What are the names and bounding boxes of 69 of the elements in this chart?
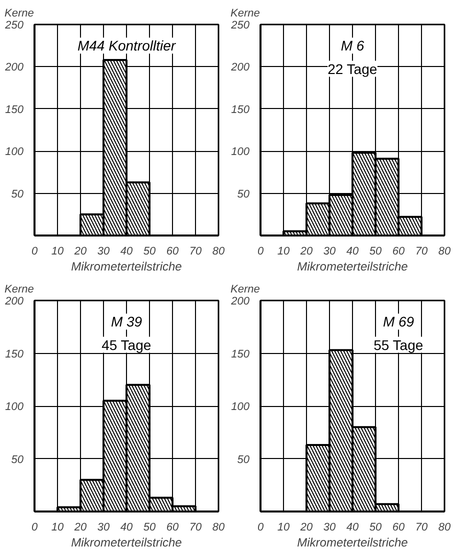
x-tick-label: 50 (143, 246, 156, 258)
y-axis-title: Kerne (230, 284, 260, 296)
y-tick-label: 50 (237, 454, 250, 466)
x-tick-label: 10 (51, 246, 64, 258)
x-tick-label: 10 (51, 522, 64, 534)
x-tick-label: 20 (73, 246, 88, 258)
y-tick-label: 50 (237, 188, 250, 200)
text: 45 Tage (102, 336, 152, 353)
x-tick-label: 0 (31, 522, 38, 534)
y-tick-label: 200 (4, 62, 24, 74)
x-tick-label: 70 (189, 522, 202, 534)
x-tick-label: 30 (323, 522, 336, 534)
x-tick-label: 80 (212, 246, 226, 258)
x-tick-label: 60 (166, 246, 180, 258)
x-tick-label: 40 (346, 246, 360, 258)
x-tick-label: 60 (166, 522, 180, 534)
y-tick-label: 50 (11, 454, 24, 466)
x-tick-label: 60 (392, 522, 406, 534)
x-tick-label: 70 (189, 246, 202, 258)
text: M44 Kontrolltier (77, 38, 177, 54)
y-tick-label: 150 (5, 348, 24, 360)
x-tick-label: 70 (415, 246, 428, 258)
x-tick-label: 10 (277, 522, 290, 534)
y-axis-title: Kerne (230, 8, 260, 20)
x-axis-title: Mikrometerteilstriche (71, 536, 182, 550)
x-axis-title: Mikrometerteilstriche (297, 260, 408, 274)
x-tick-label: 40 (120, 522, 134, 534)
text: M 39 (110, 314, 142, 330)
x-axis-title: Mikrometerteilstriche (297, 536, 408, 550)
x-tick-label: 0 (257, 246, 264, 258)
x-tick-label: 10 (277, 246, 290, 258)
y-tick-label: 150 (5, 104, 24, 116)
text: 55 Tage (374, 336, 424, 353)
x-tick-label: 0 (31, 246, 38, 258)
y-tick-label: 100 (5, 146, 24, 158)
x-tick-label: 40 (346, 522, 360, 534)
x-tick-label: 50 (369, 246, 382, 258)
text: 22 Tage (328, 60, 378, 77)
x-tick-label: 60 (392, 246, 406, 258)
x-tick-label: 80 (438, 522, 452, 534)
y-tick-label: 250 (230, 20, 250, 32)
x-tick-label: 20 (299, 522, 314, 534)
x-tick-label: 20 (73, 522, 88, 534)
y-tick-label: 50 (11, 188, 24, 200)
y-tick-label: 100 (231, 401, 250, 413)
y-tick-label: 200 (230, 296, 250, 308)
x-tick-label: 0 (257, 522, 264, 534)
y-tick-label: 100 (5, 401, 24, 413)
x-tick-label: 30 (323, 246, 336, 258)
x-tick-label: 50 (143, 522, 156, 534)
x-tick-label: 30 (97, 246, 110, 258)
y-axis-title: Kerne (4, 8, 34, 20)
x-tick-label: 40 (120, 246, 134, 258)
x-axis-title: Mikrometerteilstriche (71, 260, 182, 274)
text: M 69 (382, 314, 414, 330)
y-tick-label: 150 (231, 104, 250, 116)
x-tick-label: 30 (97, 522, 110, 534)
x-tick-label: 80 (212, 522, 226, 534)
x-tick-label: 70 (415, 522, 428, 534)
text: M 6 (340, 38, 364, 54)
y-tick-label: 150 (231, 348, 250, 360)
y-axis-title: Kerne (4, 284, 34, 296)
x-tick-label: 20 (299, 246, 314, 258)
x-tick-label: 80 (438, 246, 452, 258)
y-tick-label: 200 (230, 62, 250, 74)
x-tick-label: 50 (369, 522, 382, 534)
y-tick-label: 250 (4, 20, 24, 32)
y-tick-label: 100 (231, 146, 250, 158)
y-tick-label: 200 (4, 296, 24, 308)
